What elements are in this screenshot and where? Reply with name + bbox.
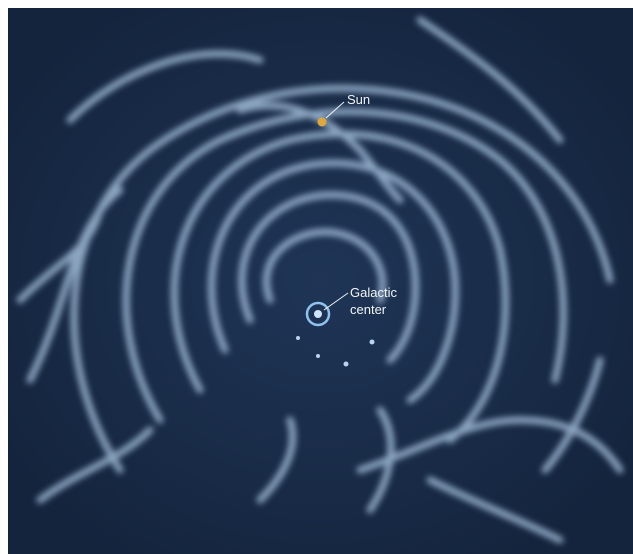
- galactic-center: [314, 310, 322, 318]
- sun-marker: [318, 118, 327, 127]
- sun-label: Sun: [347, 92, 370, 107]
- galactic-center-label: Galactic: [350, 285, 397, 300]
- page: Galactic center Sun (() => { const data …: [0, 0, 633, 554]
- galaxy-map: Galactic center Sun: [0, 0, 633, 554]
- galactic-center-label: center: [350, 302, 387, 317]
